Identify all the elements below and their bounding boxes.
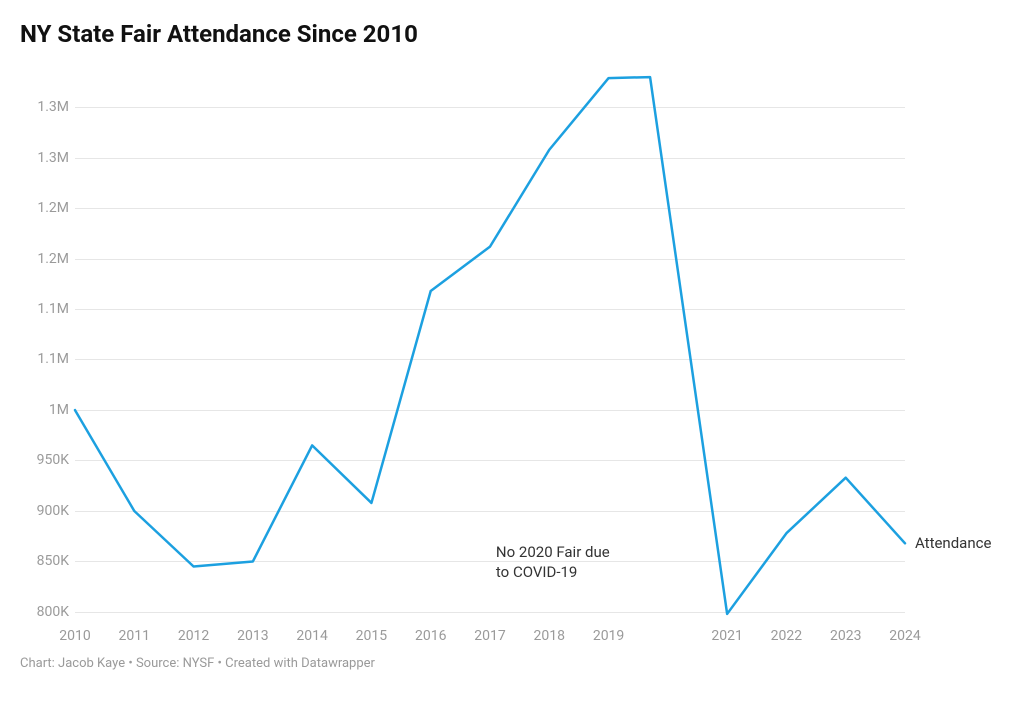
y-axis-label: 950K xyxy=(37,452,69,468)
y-axis-label: 850K xyxy=(37,553,69,569)
y-axis-label: 800K xyxy=(37,604,69,620)
y-axis-label: 1.3M xyxy=(37,99,69,115)
y-axis-label: 1M xyxy=(49,402,69,418)
y-axis-label: 1.2M xyxy=(37,251,69,267)
x-axis-label: 2013 xyxy=(237,628,268,644)
plot-wrapper: 800K 850K 900K 950K 1M 1.1M 1.1M 1.2M 1.2M 1.3M 1.… xyxy=(20,67,1004,622)
x-axis-label: 2022 xyxy=(771,628,802,644)
chart-footer: Chart: Jacob Kaye • Source: NYSF • Creat… xyxy=(20,656,1004,671)
x-axis-label: 2012 xyxy=(178,628,209,644)
line-series xyxy=(75,67,905,622)
x-axis-label: 2019 xyxy=(593,628,624,644)
annotation-line2: to COVID-19 xyxy=(496,563,610,583)
y-axis-label: 1.3M xyxy=(37,150,69,166)
x-axis-label: 2014 xyxy=(296,628,327,644)
x-axis-label: 2021 xyxy=(711,628,742,644)
y-axis-label: 1.1M xyxy=(37,351,69,367)
series-label: Attendance xyxy=(915,534,991,552)
x-axis-label: 2023 xyxy=(830,628,861,644)
x-axis-label: 2016 xyxy=(415,628,446,644)
y-axis-label: 1.2M xyxy=(37,200,69,216)
attendance-line xyxy=(75,77,905,614)
x-axis-label: 2024 xyxy=(889,628,920,644)
x-axis-label: 2015 xyxy=(356,628,387,644)
x-axis-label: 2018 xyxy=(534,628,565,644)
plot-area: 800K850K900K950K1M1.1M1.1M1.2M1.2M1.3M1.… xyxy=(75,67,905,622)
annotation-line1: No 2020 Fair due xyxy=(496,543,610,563)
annotation-covid: No 2020 Fair dueto COVID-19 xyxy=(496,543,610,582)
y-axis-label: 1.1M xyxy=(37,301,69,317)
chart-container: NY State Fair Attendance Since 2010 800K… xyxy=(20,20,1004,700)
x-axis-label: 2011 xyxy=(119,628,150,644)
x-axis-label: 2017 xyxy=(474,628,505,644)
y-axis-label: 900K xyxy=(37,503,69,519)
chart-title: NY State Fair Attendance Since 2010 xyxy=(20,20,1004,49)
x-axis-label: 2010 xyxy=(59,628,90,644)
